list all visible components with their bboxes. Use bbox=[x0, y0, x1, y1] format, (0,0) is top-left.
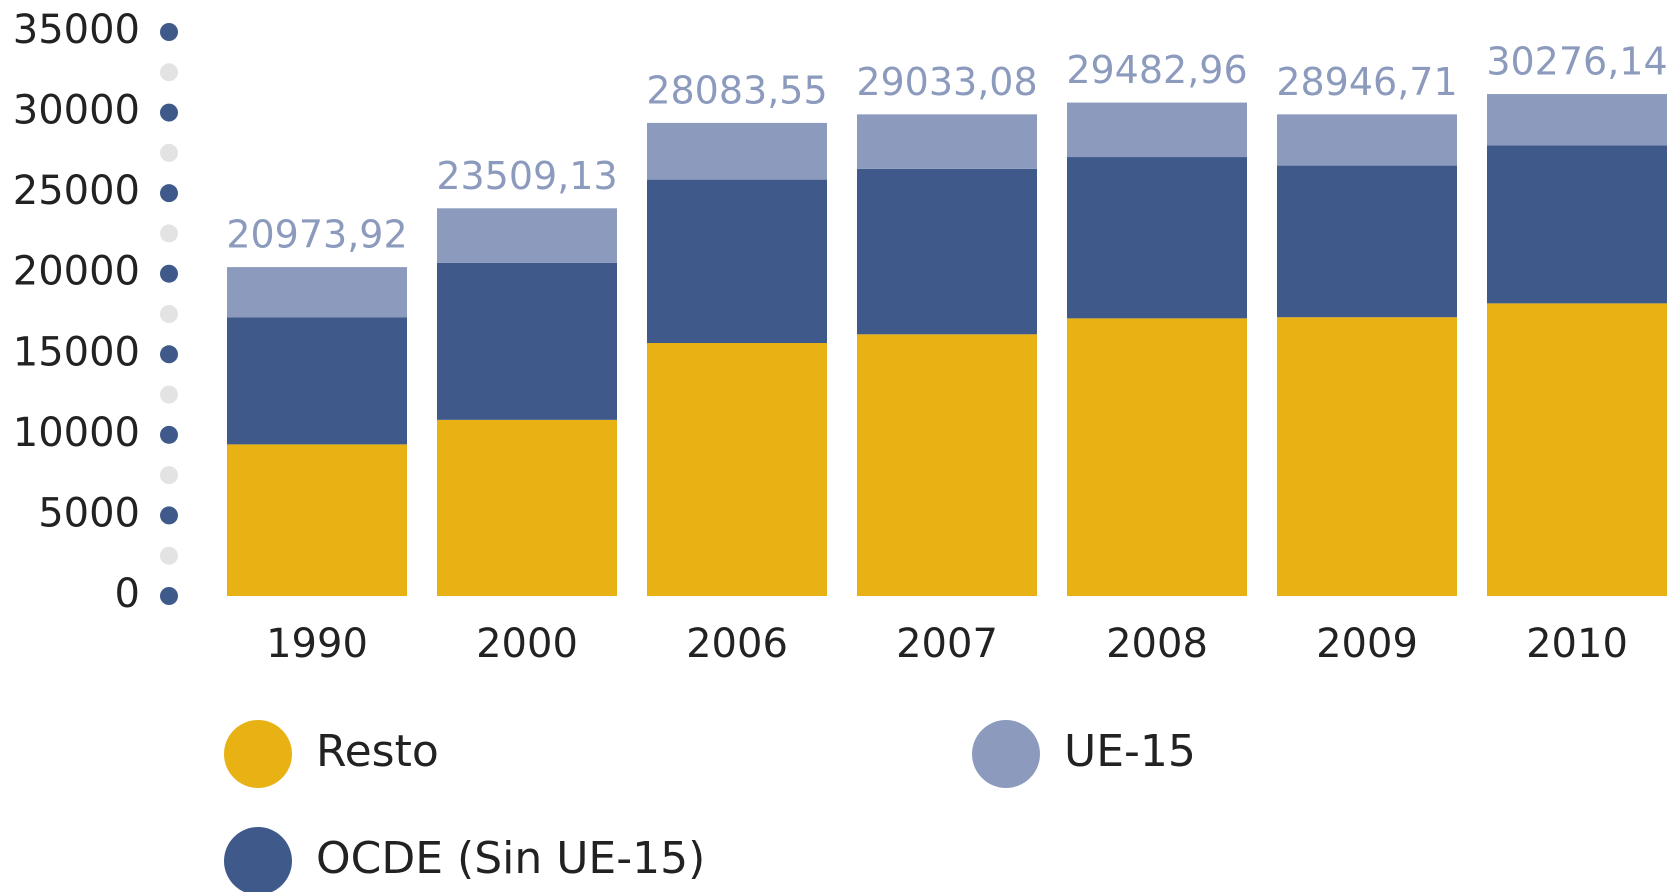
total-label: 28083,55 bbox=[646, 68, 827, 112]
tick-dot bbox=[160, 506, 178, 525]
tick-dot bbox=[160, 184, 178, 203]
bar-segment bbox=[1277, 165, 1457, 318]
bar-segment bbox=[1067, 157, 1247, 319]
bar-segment bbox=[437, 419, 617, 596]
total-label: 29482,96 bbox=[1066, 48, 1247, 92]
bar-segment bbox=[1487, 145, 1667, 304]
y-tick-label: 0 bbox=[115, 571, 140, 617]
bar-segment bbox=[857, 334, 1037, 596]
total-label: 29033,08 bbox=[856, 60, 1037, 104]
x-tick-label: 2009 bbox=[1316, 621, 1418, 667]
tick-dot bbox=[160, 264, 178, 283]
bar-segment bbox=[1277, 317, 1457, 596]
y-tick-label: 25000 bbox=[13, 168, 140, 214]
x-tick-label: 2007 bbox=[896, 621, 998, 667]
bar-segment bbox=[857, 168, 1037, 335]
bar-segment bbox=[647, 179, 827, 344]
tick-dot bbox=[160, 587, 178, 605]
y-tick-label: 5000 bbox=[38, 490, 140, 536]
bar-segment bbox=[227, 444, 407, 596]
minor-dot bbox=[160, 466, 178, 485]
total-label: 28946,71 bbox=[1276, 60, 1457, 104]
y-tick-label: 15000 bbox=[13, 329, 140, 375]
total-label: 23509,13 bbox=[436, 154, 617, 198]
bar-segment bbox=[437, 208, 617, 263]
y-tick-label: 30000 bbox=[13, 88, 140, 134]
y-tick-label: 35000 bbox=[13, 7, 140, 53]
bar-segment bbox=[1067, 102, 1247, 158]
legend-label: UE-15 bbox=[1064, 726, 1196, 777]
legend-label: Resto bbox=[316, 726, 439, 777]
tick-dot bbox=[160, 23, 178, 41]
minor-dot bbox=[160, 305, 178, 323]
y-tick-label: 20000 bbox=[13, 249, 140, 295]
bar-segment bbox=[647, 122, 827, 180]
bar-segment bbox=[1487, 94, 1667, 146]
total-label: 30276,14 bbox=[1486, 40, 1667, 84]
bar-segment bbox=[227, 317, 407, 445]
x-tick-label: 2008 bbox=[1106, 621, 1208, 667]
y-tick-label: 10000 bbox=[13, 410, 140, 456]
bar-segment bbox=[437, 262, 617, 420]
x-tick-label: 2010 bbox=[1526, 621, 1628, 667]
bar-segment bbox=[227, 267, 407, 318]
tick-dot bbox=[160, 345, 178, 364]
x-tick-label: 1990 bbox=[266, 621, 368, 667]
legend-swatch bbox=[224, 720, 292, 788]
minor-dot bbox=[160, 143, 178, 162]
bar-segment bbox=[1277, 114, 1457, 166]
bar-segment bbox=[1487, 303, 1667, 596]
x-tick-label: 2006 bbox=[686, 621, 788, 667]
total-label: 20973,92 bbox=[226, 213, 407, 257]
minor-dot bbox=[160, 63, 178, 82]
bar-segment bbox=[1067, 318, 1247, 596]
minor-dot bbox=[160, 546, 178, 565]
legend-swatch bbox=[972, 720, 1040, 788]
bar-segment bbox=[857, 114, 1037, 169]
tick-dot bbox=[160, 425, 178, 444]
legend-label: OCDE (Sin UE-15) bbox=[316, 833, 705, 884]
minor-dot bbox=[160, 385, 178, 404]
x-tick-label: 2000 bbox=[476, 621, 578, 667]
bar-segment bbox=[647, 343, 827, 596]
tick-dot bbox=[160, 103, 178, 122]
legend-swatch bbox=[224, 827, 292, 892]
minor-dot bbox=[160, 224, 178, 243]
